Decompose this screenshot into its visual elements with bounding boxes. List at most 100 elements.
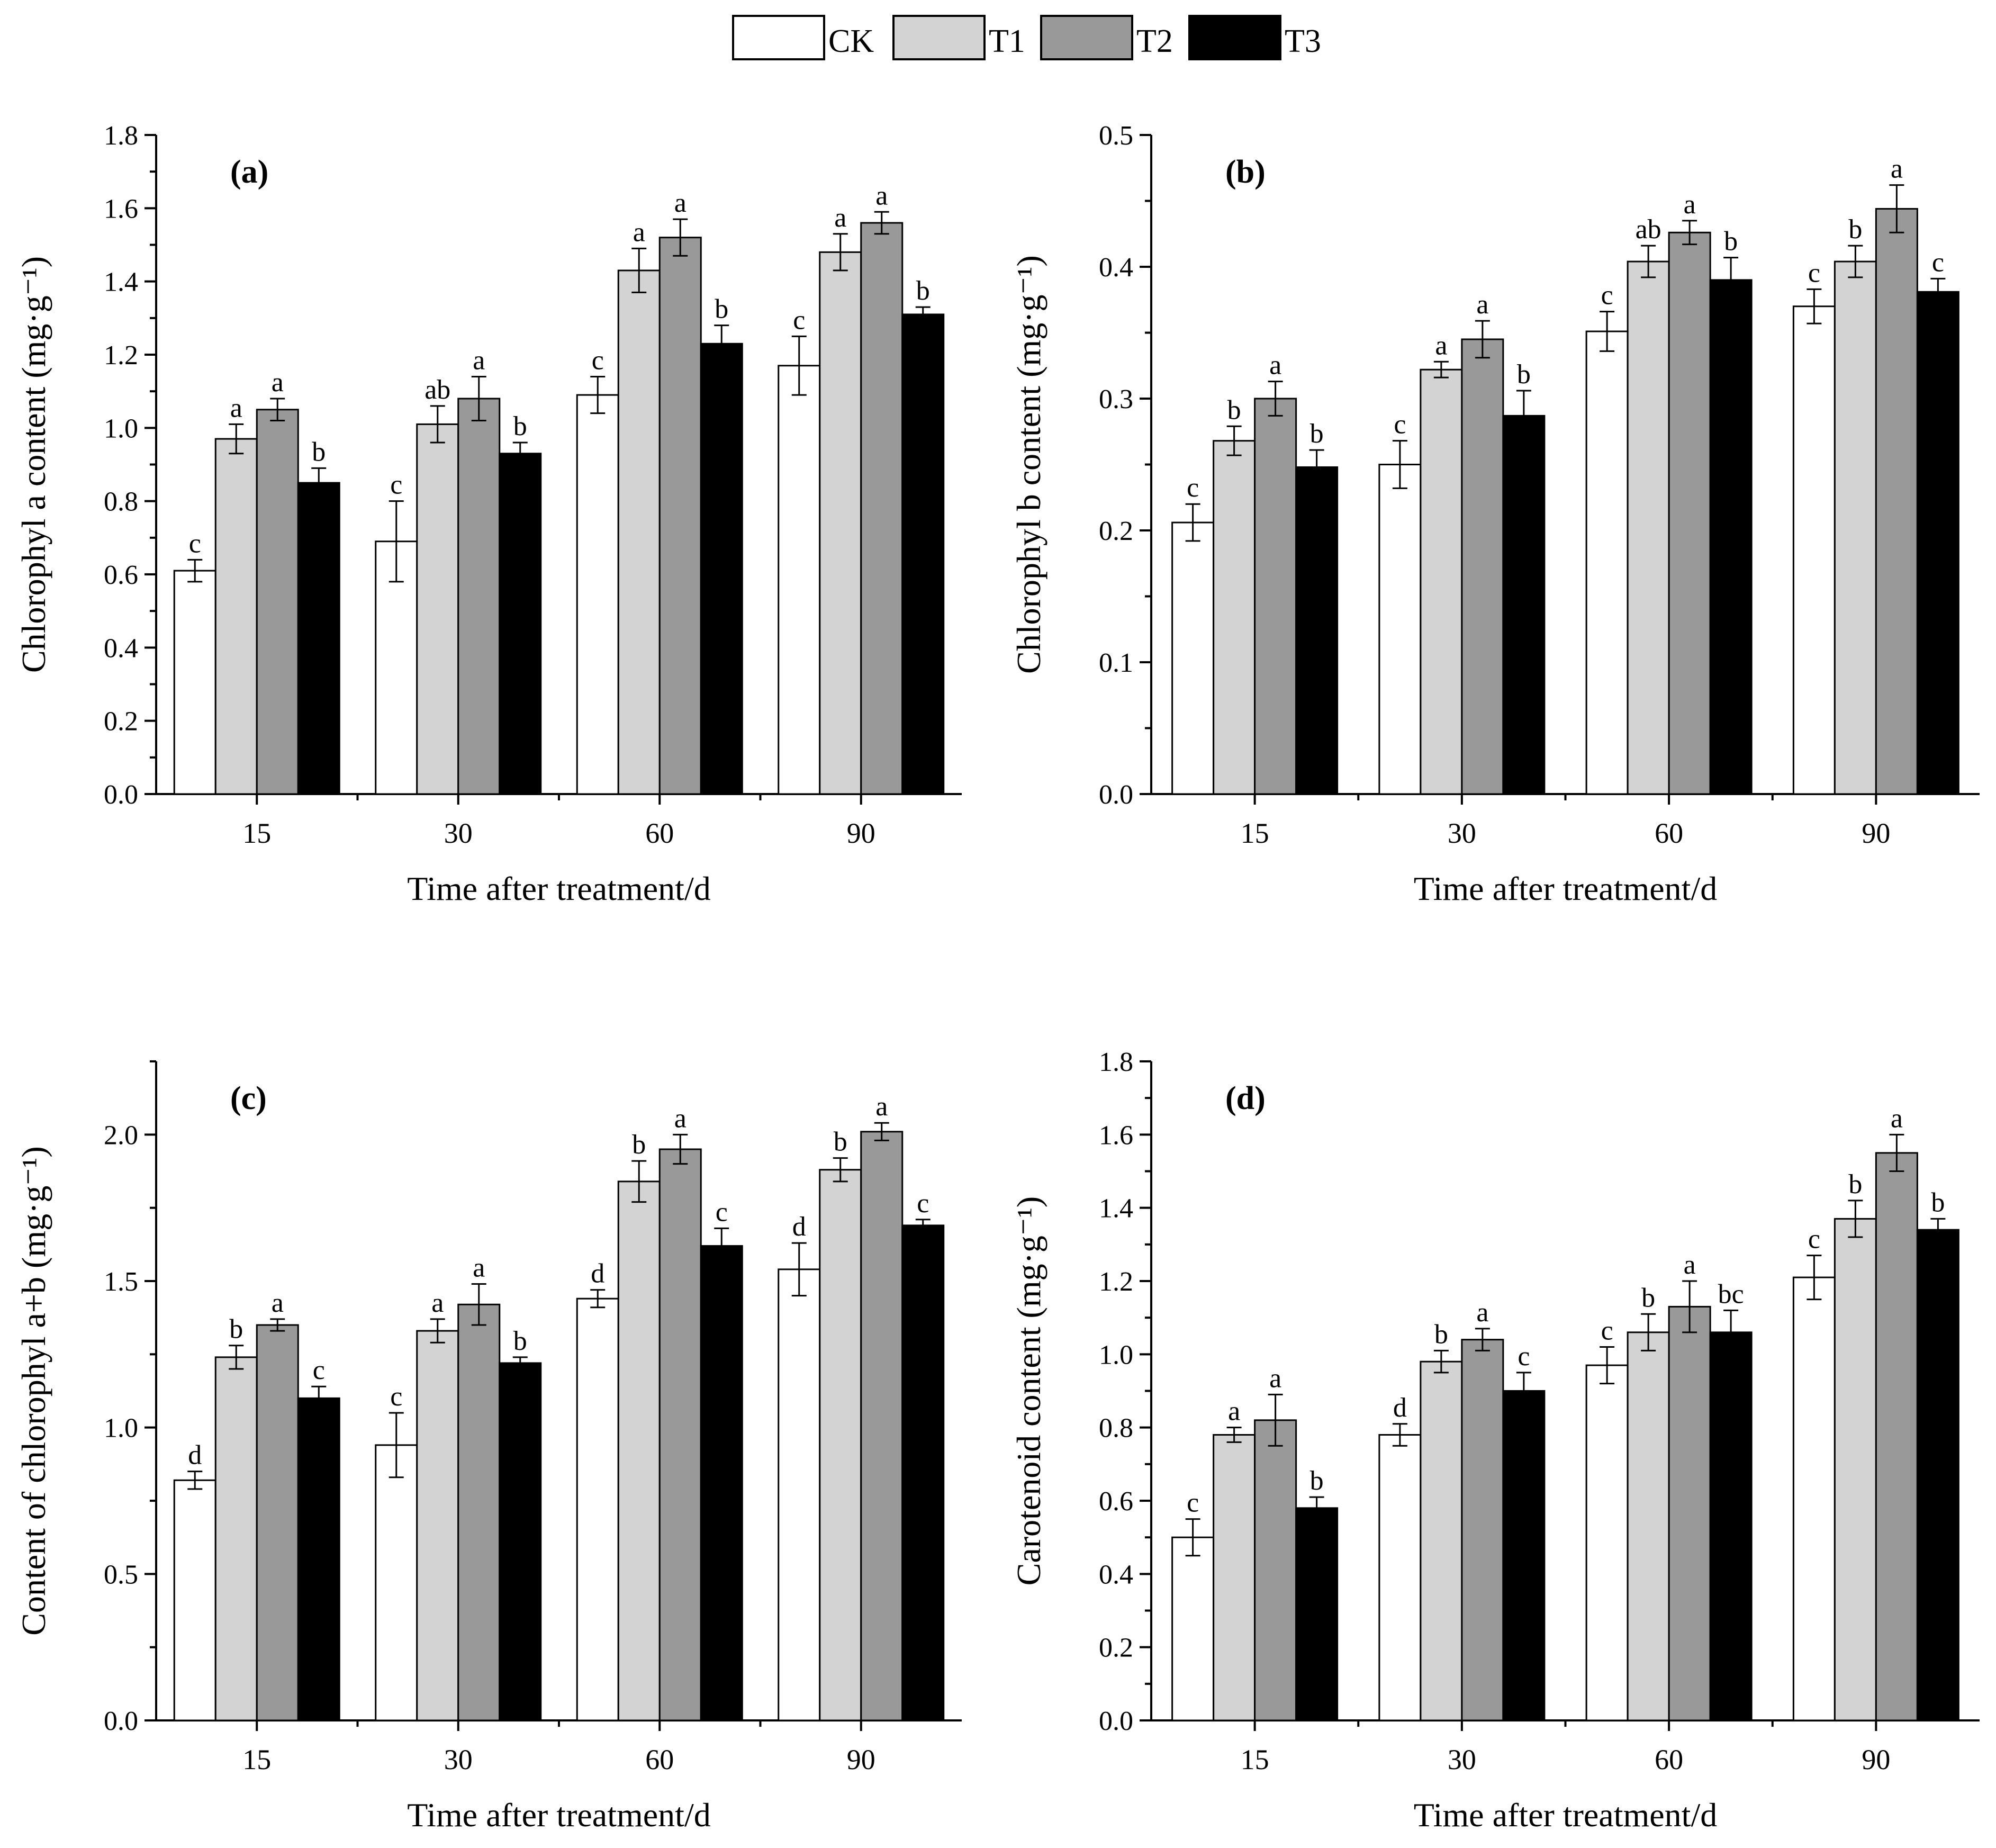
- error-bar: [270, 398, 285, 421]
- significance-letter: a: [473, 1253, 485, 1283]
- error-bar: [1889, 184, 1904, 233]
- bar-ck-60: [576, 1297, 619, 1721]
- bar-ck-90: [1792, 1276, 1836, 1721]
- error-bar: [1433, 1349, 1449, 1374]
- error-bar: [915, 1219, 931, 1232]
- significance-letter: b: [312, 437, 326, 467]
- error-bar: [1475, 1328, 1490, 1351]
- significance-letter: b: [513, 1326, 527, 1356]
- error-bar: [1475, 320, 1490, 359]
- significance-letter: a: [272, 367, 284, 398]
- error-bar: [833, 1157, 848, 1183]
- y-tick-label: 0.5: [104, 1559, 138, 1590]
- error-bar: [631, 247, 647, 293]
- x-tick-label: 15: [242, 817, 271, 849]
- error-bar: [229, 423, 244, 455]
- bar-t2-30: [457, 398, 501, 795]
- significance-letter: ab: [1636, 214, 1661, 245]
- bar-t3-60: [1709, 279, 1753, 795]
- significance-letter: a: [473, 346, 485, 376]
- error-bar: [673, 218, 688, 257]
- y-tick-label: 1.8: [1099, 1047, 1133, 1077]
- significance-letter: c: [793, 305, 805, 335]
- legend-swatch-t1: [892, 15, 986, 60]
- bar-t2-60: [658, 237, 702, 795]
- bar-ck-15: [173, 1479, 216, 1721]
- error-bar: [1807, 1255, 1822, 1301]
- significance-letter: a: [1269, 350, 1281, 381]
- bar-t1-90: [819, 1169, 862, 1721]
- bar-t3-30: [1502, 1390, 1546, 1721]
- bar-t3-15: [1295, 466, 1339, 795]
- error-bar: [1807, 288, 1822, 324]
- x-tick-label: 30: [444, 817, 473, 849]
- significance-letter: b: [916, 276, 930, 306]
- bar-t3-60: [700, 342, 743, 795]
- x-axis-title: Time after treatment/d: [407, 870, 710, 907]
- bar-t1-30: [1420, 1360, 1463, 1721]
- bar-t1-90: [1834, 260, 1877, 795]
- y-tick-label: 0.0: [1099, 780, 1133, 810]
- y-tick-label: 1.6: [1099, 1120, 1133, 1150]
- bar-ck-90: [778, 365, 821, 795]
- error-bar: [1641, 245, 1656, 278]
- y-tick-label: 0.4: [104, 633, 138, 663]
- error-bar: [1930, 1218, 1946, 1242]
- bar-t3-90: [1916, 1229, 1959, 1721]
- significance-letter: c: [313, 1355, 325, 1385]
- bar-t3-30: [499, 1362, 542, 1721]
- error-bar: [229, 1345, 244, 1370]
- bar-t1-60: [1627, 1331, 1670, 1721]
- significance-letter: b: [1848, 214, 1862, 245]
- chart-panel-d: 0.00.20.40.60.81.01.21.41.61.815caab30db…: [1010, 1047, 1980, 1834]
- y-tick-label: 0.3: [1099, 384, 1133, 414]
- significance-letter: b: [1641, 1283, 1655, 1313]
- significance-letter: c: [716, 1197, 728, 1227]
- x-tick-label: 90: [1862, 1744, 1890, 1775]
- bar-t3-15: [297, 482, 340, 795]
- y-tick-label: 0.4: [1099, 1559, 1133, 1590]
- significance-letter: b: [1310, 1466, 1324, 1496]
- error-bar: [512, 1356, 528, 1370]
- x-tick-label: 90: [847, 817, 875, 849]
- error-bar: [1848, 1200, 1863, 1238]
- bar-t2-30: [457, 1303, 501, 1721]
- significance-letter: b: [1724, 227, 1738, 257]
- x-tick-label: 30: [1448, 817, 1476, 849]
- y-tick-label: 1.6: [104, 194, 138, 224]
- significance-letter: b: [229, 1314, 243, 1345]
- significance-letter: a: [1891, 1103, 1903, 1133]
- bar-ck-90: [778, 1268, 821, 1721]
- x-tick-label: 15: [242, 1744, 271, 1775]
- error-bar: [673, 1133, 688, 1165]
- error-bar: [590, 1289, 606, 1309]
- significance-letter: b: [1434, 1319, 1448, 1349]
- bar-t2-30: [1461, 1339, 1504, 1721]
- bar-ck-30: [1378, 464, 1422, 795]
- bar-t1-60: [617, 269, 661, 795]
- bar-t2-15: [256, 409, 299, 795]
- legend-label-t2: T2: [1136, 23, 1173, 59]
- significance-letter: c: [390, 1382, 402, 1412]
- bar-t3-90: [901, 1224, 945, 1721]
- error-bar: [1309, 449, 1324, 485]
- error-bar: [1723, 1309, 1739, 1355]
- y-tick-label: 0.6: [1099, 1486, 1133, 1517]
- y-tick-label: 1.0: [104, 1413, 138, 1444]
- y-tick-label: 1.0: [104, 413, 138, 444]
- significance-letter: a: [834, 203, 846, 233]
- error-bar: [791, 335, 807, 396]
- y-axis-title: Carotenoid content (mg·g⁻¹): [1010, 1196, 1047, 1585]
- y-tick-label: 1.5: [104, 1267, 138, 1297]
- error-bar: [714, 324, 729, 363]
- bar-t2-90: [860, 1131, 904, 1721]
- bar-t2-15: [1254, 1419, 1297, 1721]
- bar-t1-15: [1213, 1434, 1256, 1721]
- bar-t1-60: [1627, 260, 1670, 795]
- error-bar: [1641, 1313, 1656, 1351]
- panel-label: (d): [1225, 1080, 1266, 1116]
- significance-letter: a: [1684, 190, 1696, 220]
- x-tick-label: 30: [444, 1744, 473, 1775]
- bar-t1-30: [416, 1330, 459, 1721]
- bar-t2-30: [1461, 338, 1504, 795]
